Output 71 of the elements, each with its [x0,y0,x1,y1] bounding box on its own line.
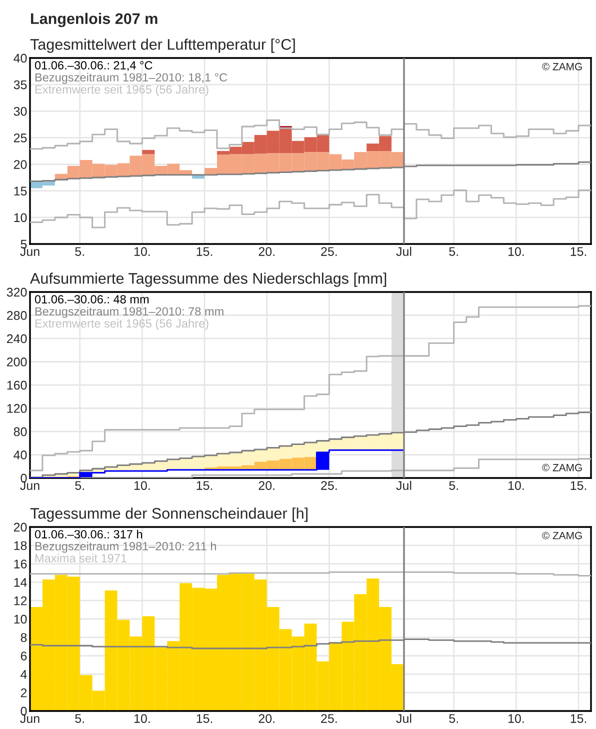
y-tick-label: 2 [20,688,27,698]
y-tick-label: 35 [14,80,27,90]
annotation: 01.06.–30.06.: 21,4 °C [34,61,152,71]
annotation: 01.06.–30.06.: 317 h [34,530,142,538]
y-tick-label: 4 [20,670,27,679]
x-tick-label: 10. [134,481,150,490]
x-tick-label: 20. [258,247,274,256]
y-tick-label: 40 [14,54,27,63]
y-tick-label: 14 [14,578,27,587]
x-tick-label: Jun [20,714,40,723]
annotation: © ZAMG [542,62,582,70]
annotation: Extremwerte seit 1965 (56 Jahre) [35,318,208,330]
annotation: Maxima seit 1971 [35,554,126,562]
y-tick-label: 15 [14,186,27,196]
x-tick-label: 25. [321,714,337,723]
x-tick-label: 5. [75,481,84,490]
chart-subtitle: Tagesmittelwert der Lufttemperatur [°C] [30,38,295,53]
chart-title: Langenlois 207 m [31,12,158,28]
y-tick-label: 8 [20,633,27,642]
x-tick-label: 10. [134,247,150,256]
y-tick-label: 240 [7,334,27,344]
x-tick-label: 5. [75,247,84,256]
y-tick-label: 16 [14,560,27,568]
x-tick-label: 20. [258,481,274,490]
x-tick-label: 15. [570,481,586,490]
x-tick-label: 15. [570,247,586,256]
y-tick-label: 12 [14,596,27,606]
x-tick-label: 25. [321,481,337,490]
x-tick-label: Jul [396,714,412,723]
x-tick-label: 10. [508,481,524,490]
annotation: © ZAMG [542,464,582,472]
annotation: Bezugszeitraum 1981–2010: 18,1 °C [35,72,228,84]
y-tick-label: 40 [14,450,27,460]
annotation: © ZAMG [542,532,582,540]
y-tick-label: 6 [20,652,27,660]
x-tick-label: 25. [321,247,337,256]
chart-title: Tagessumme der Sonnenscheindauer [h] [30,508,308,522]
x-tick-label: 10. [134,714,150,723]
x-tick-label: Jun [20,481,40,490]
x-tick-label: 15. [196,714,212,723]
x-tick-label: Jun [20,247,40,256]
x-tick-label: 15. [196,481,212,490]
y-tick-label: 200 [7,358,27,366]
y-tick-label: 10 [14,614,27,624]
x-tick-label: 10. [508,714,524,723]
y-tick-label: 30 [14,106,27,116]
x-tick-label: 15. [196,247,212,256]
x-tick-label: 5. [75,714,84,723]
x-tick-label: 10. [508,247,524,256]
y-tick-label: 120 [7,404,27,413]
x-tick-label: 5. [449,714,458,723]
annotation: 01.06.–30.06.: 48 mm [34,295,149,304]
y-tick-label: 280 [7,311,27,320]
x-tick-label: 20. [258,714,274,723]
y-tick-label: 80 [14,427,27,436]
x-tick-label: 15. [570,714,586,723]
annotation: Extremwerte seit 1965 (56 Jahre) [35,84,208,96]
y-tick-label: 10 [14,213,27,222]
y-tick-label: 18 [14,541,27,550]
x-tick-label: Jul [396,246,412,256]
y-tick-label: 25 [14,134,27,142]
y-tick-label: 160 [7,380,27,390]
y-tick-label: 20 [14,160,27,169]
annotation: Bezugszeitraum 1981–2010: 211 h [35,542,216,553]
chart-title: Aufsummierte Tagessumme des Niederschlags [mm] [30,272,386,287]
x-tick-label: 5. [449,247,458,256]
x-tick-label: 5. [449,481,458,490]
x-tick-label: Jul [396,480,412,490]
annotation: Bezugszeitraum 1981–2010: 78 mm [35,306,224,318]
y-tick-label: 320 [6,288,27,297]
y-tick-label: 20 [14,522,27,532]
